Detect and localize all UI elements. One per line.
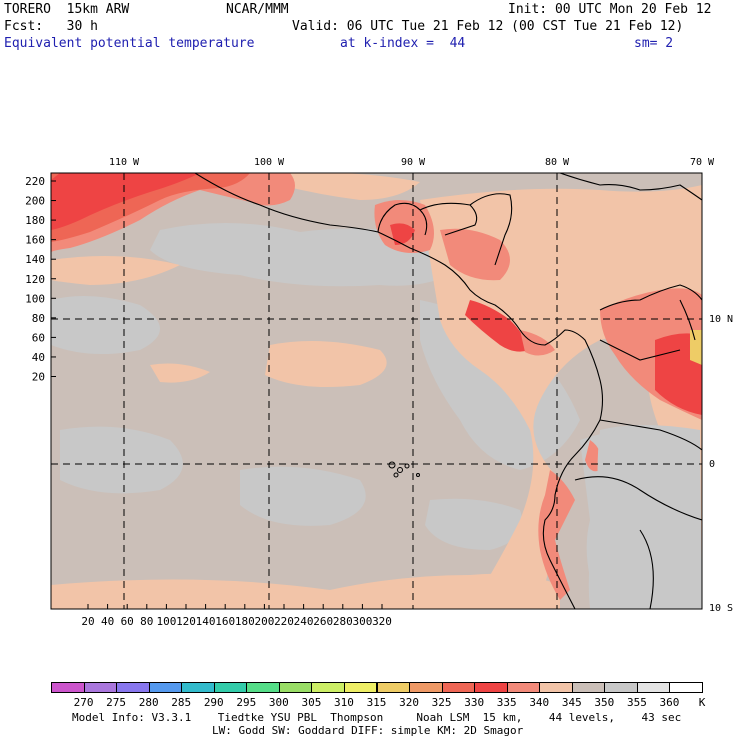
colorbar-swatch (539, 682, 573, 693)
colorbar-swatch (571, 682, 606, 693)
colorbar-label: 275 (106, 696, 127, 709)
graticule (51, 173, 702, 609)
colorbar-swatch (636, 682, 671, 693)
x-tick-label: 40 (101, 615, 114, 628)
x-tick-label: 200 (254, 615, 274, 628)
colorbar-swatch (83, 682, 118, 693)
colorbar-label: 285 (171, 696, 192, 709)
colorbar-swatch (148, 682, 183, 693)
theta-e-map: 110 W 100 W 90 W 80 W 70 W 10 N 0 10 S 2… (25, 157, 733, 628)
colorbar-swatch (213, 682, 248, 693)
colorbar-label: 320 (399, 696, 419, 709)
colorbar-swatch (116, 682, 150, 693)
lon-label: 70 W (690, 157, 715, 168)
x-tick-label: 220 (274, 615, 294, 628)
lon-labels: 110 W 100 W 90 W 80 W 70 W (109, 157, 715, 168)
lon-label: 110 W (109, 157, 140, 168)
field-name: Equivalent potential temperature (4, 36, 255, 51)
y-tick-label: 100 (25, 292, 45, 305)
colorbar-label: 350 (594, 696, 615, 709)
colorbar-swatch (311, 682, 345, 693)
smoothing-label: sm= 2 (634, 36, 674, 51)
model-name: TORERO 15km ARW (4, 2, 130, 17)
y-tick-label: 20 (32, 371, 45, 384)
y-tick-label: 140 (25, 253, 45, 266)
x-tick-label: 20 (81, 615, 94, 628)
x-tick-label: 160 (215, 615, 235, 628)
colorbar-label: 315 (366, 696, 387, 709)
x-tick-label: 120 (176, 615, 196, 628)
lat-label: 10 S (709, 603, 733, 614)
colorbar-label: 310 (334, 696, 354, 709)
colorbar-label: 340 (529, 696, 550, 709)
valid-time: Valid: 06 UTC Tue 21 Feb 12 (00 CST Tue … (292, 19, 684, 34)
colorbar-swatch (669, 682, 703, 693)
plot-frame (50, 172, 703, 610)
init-time: Init: 00 UTC Mon 20 Feb 12 (508, 2, 712, 17)
field-amazon (588, 425, 702, 609)
y-tick-label: 200 (25, 195, 45, 208)
x-tick-label: 60 (121, 615, 134, 628)
field-warm-band (51, 173, 295, 252)
x-tick-label: 320 (372, 615, 392, 628)
colorbar-unit: K (698, 696, 706, 709)
x-tick-label: 180 (235, 615, 255, 628)
colorbar-swatch (376, 682, 411, 693)
colorbar-label: 335 (496, 696, 517, 709)
org-label: NCAR/MMM (226, 2, 289, 17)
colorbar-label: 355 (626, 696, 647, 709)
x-tick-label: 140 (196, 615, 216, 628)
model-info: Model Info: V3.3.1 Tiedtke YSU PBL Thomp… (72, 711, 682, 724)
x-tick-label: 240 (294, 615, 314, 628)
colorbar-swatch (51, 682, 85, 693)
lat-label: 10 N (709, 314, 733, 325)
colorbar-swatch (441, 682, 476, 693)
colorbar-swatch (474, 682, 508, 693)
colorbar-swatch (343, 682, 378, 693)
forecast-hour: Fcst: 30 h (4, 19, 98, 34)
x-tick-label: 280 (333, 615, 353, 628)
galapagos (388, 461, 420, 478)
y-tick-label: 60 (32, 331, 45, 344)
x-tick-labels: 20 40 60 80 100 120 140 160 180 200 220 240 260 280 30… (81, 615, 392, 628)
colorbar-swatch (181, 682, 215, 693)
colorbar-swatch (604, 682, 638, 693)
lon-label: 90 W (401, 157, 426, 168)
colorbar-label: 305 (301, 696, 322, 709)
colorbar-label: 270 (73, 696, 94, 709)
colorbar-label: 330 (464, 696, 485, 709)
colorbar-swatch (278, 682, 313, 693)
y-tick-labels: 220 200 180 160 140 120 100 80 60 40 20 (25, 175, 45, 384)
colorbar-label: 300 (268, 696, 289, 709)
y-tick-label: 160 (25, 234, 45, 247)
colorbar-label: 360 (659, 696, 680, 709)
colorbar-label: 325 (431, 696, 452, 709)
y-tick-label: 120 (25, 273, 45, 286)
x-tick-label: 100 (156, 615, 176, 628)
x-tick-label: 80 (140, 615, 153, 628)
colorbar-label: 290 (203, 696, 224, 709)
lat-labels: 10 N 0 10 S (709, 314, 733, 614)
colorbar-swatch (409, 682, 443, 693)
x-tick-label: 300 (352, 615, 372, 628)
field-central-america (374, 200, 555, 356)
x-tick-label: 260 (313, 615, 333, 628)
y-tick-label: 40 (32, 351, 45, 364)
coastline (194, 173, 702, 609)
lon-label: 100 W (254, 157, 285, 168)
colorbar-label: 295 (236, 696, 257, 709)
level-label: at k-index = 44 (340, 36, 466, 51)
physics-info: LW: Godd SW: Goddard DIFF: simple KM: 2D… (212, 724, 524, 737)
lat-label: 0 (709, 459, 715, 470)
colorbar-swatch (506, 682, 541, 693)
y-tick-label: 220 (25, 175, 45, 188)
lon-label: 80 W (545, 157, 570, 168)
colorbar-label: 280 (138, 696, 159, 709)
colorbar-swatch (246, 682, 280, 693)
y-tick-label: 80 (32, 312, 45, 325)
axis-ticks (51, 180, 383, 609)
y-tick-label: 180 (25, 214, 45, 227)
colorbar-label: 345 (561, 696, 582, 709)
